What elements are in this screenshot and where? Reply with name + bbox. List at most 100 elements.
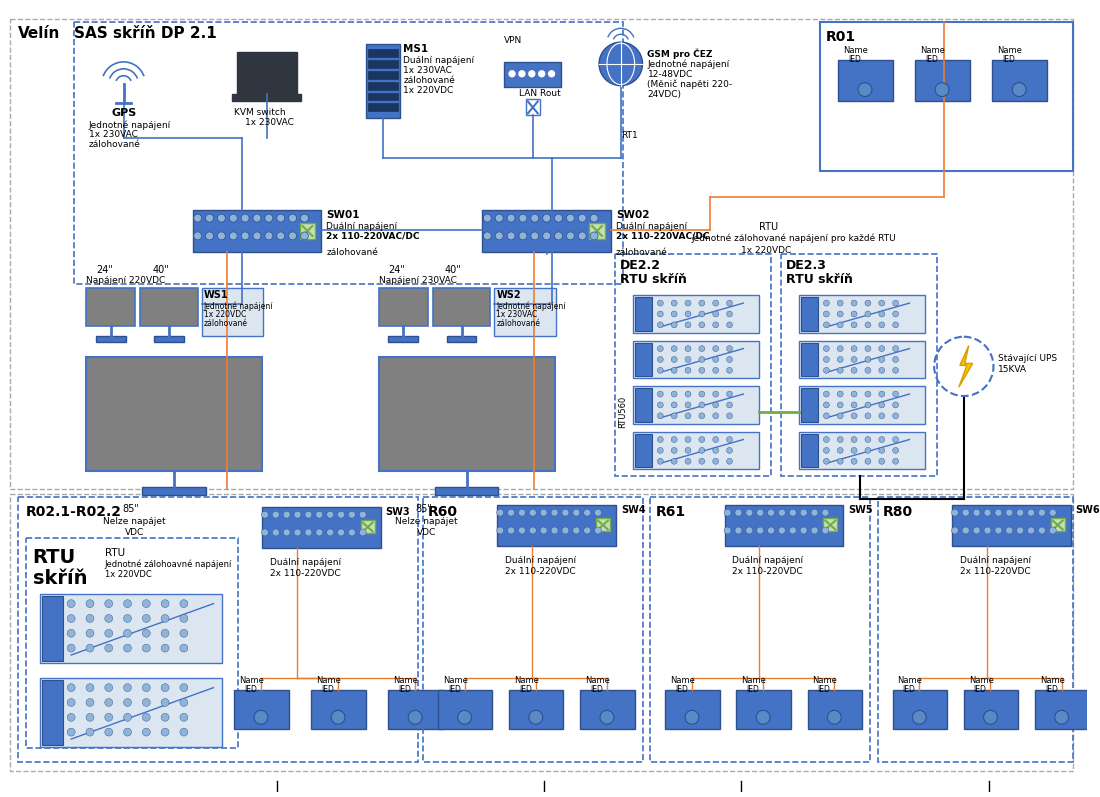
Circle shape (529, 509, 537, 516)
Circle shape (698, 402, 705, 408)
Circle shape (509, 71, 515, 77)
Text: IED: IED (1045, 685, 1058, 693)
Circle shape (892, 391, 899, 397)
Bar (509, 689, 563, 729)
Circle shape (671, 311, 678, 317)
Circle shape (161, 713, 169, 721)
Circle shape (519, 232, 527, 240)
Text: zálohované: zálohované (616, 248, 668, 257)
Circle shape (573, 509, 580, 516)
Circle shape (540, 509, 547, 516)
Circle shape (974, 509, 980, 516)
Circle shape (1049, 509, 1056, 516)
Circle shape (161, 728, 169, 736)
Circle shape (879, 322, 884, 328)
Circle shape (952, 509, 958, 516)
Text: IED: IED (244, 685, 257, 693)
Text: Nelze napájet: Nelze napájet (102, 516, 165, 526)
Text: VDC: VDC (124, 528, 144, 537)
Circle shape (562, 527, 569, 534)
Text: Jednotné napájení: Jednotné napájení (496, 301, 565, 311)
Circle shape (865, 300, 871, 306)
Circle shape (142, 698, 151, 706)
Text: SW3: SW3 (385, 507, 410, 516)
Bar (590, 223, 605, 239)
Circle shape (935, 83, 949, 96)
Bar (992, 60, 1047, 101)
Bar (433, 289, 491, 326)
Circle shape (671, 458, 678, 464)
Text: Velín: Velín (18, 26, 60, 41)
Circle shape (779, 509, 785, 516)
Bar (367, 60, 398, 68)
Circle shape (858, 83, 872, 96)
Text: Nelze napájet: Nelze napájet (395, 516, 458, 526)
Circle shape (800, 509, 807, 516)
Text: MS1: MS1 (404, 44, 428, 54)
Circle shape (685, 311, 691, 317)
Circle shape (851, 311, 857, 317)
Circle shape (86, 684, 94, 692)
Text: IED: IED (448, 685, 461, 693)
Bar (838, 60, 892, 101)
Circle shape (713, 356, 718, 363)
Text: R60: R60 (428, 505, 458, 519)
Circle shape (67, 644, 75, 652)
Bar (596, 517, 609, 532)
Circle shape (305, 529, 312, 536)
Circle shape (658, 311, 663, 317)
Circle shape (497, 509, 504, 516)
Circle shape (483, 214, 492, 222)
Circle shape (518, 527, 526, 534)
Text: RTU: RTU (33, 548, 76, 567)
Circle shape (549, 71, 554, 77)
Circle shape (161, 698, 169, 706)
Circle shape (698, 356, 705, 363)
Bar (388, 336, 418, 342)
Circle shape (495, 232, 503, 240)
Text: zálohované: zálohované (404, 76, 455, 84)
Circle shape (756, 710, 770, 724)
Circle shape (531, 232, 539, 240)
Text: Name: Name (317, 676, 341, 685)
Circle shape (408, 710, 422, 724)
Text: Duální napájení: Duální napájení (960, 556, 1031, 565)
Bar (42, 680, 64, 745)
Circle shape (671, 391, 678, 397)
Circle shape (253, 232, 261, 240)
Circle shape (685, 346, 691, 351)
Circle shape (671, 322, 678, 328)
Text: 1x 230VAC: 1x 230VAC (245, 118, 294, 128)
Circle shape (698, 367, 705, 373)
Circle shape (265, 232, 273, 240)
Circle shape (671, 402, 678, 408)
Text: 85": 85" (122, 504, 140, 514)
Circle shape (566, 232, 574, 240)
Bar (74, 22, 623, 285)
Bar (799, 340, 925, 379)
Circle shape (579, 214, 586, 222)
Circle shape (123, 728, 132, 736)
Circle shape (879, 356, 884, 363)
Bar (367, 49, 398, 57)
Circle shape (658, 367, 663, 373)
Circle shape (123, 713, 132, 721)
Text: Name: Name (898, 676, 923, 685)
Text: R01: R01 (825, 30, 856, 45)
Circle shape (265, 214, 273, 222)
Text: Duální napájení: Duální napájení (404, 56, 474, 65)
Text: SW4: SW4 (620, 505, 646, 515)
Bar (434, 487, 498, 495)
Circle shape (1027, 527, 1034, 534)
Circle shape (161, 599, 169, 607)
Circle shape (892, 346, 899, 351)
Circle shape (305, 511, 312, 518)
Bar (801, 343, 818, 376)
Circle shape (685, 458, 691, 464)
Circle shape (698, 322, 705, 328)
Bar (824, 517, 837, 532)
Bar (801, 297, 818, 331)
Circle shape (824, 447, 829, 453)
Circle shape (529, 71, 535, 77)
Circle shape (727, 300, 733, 306)
